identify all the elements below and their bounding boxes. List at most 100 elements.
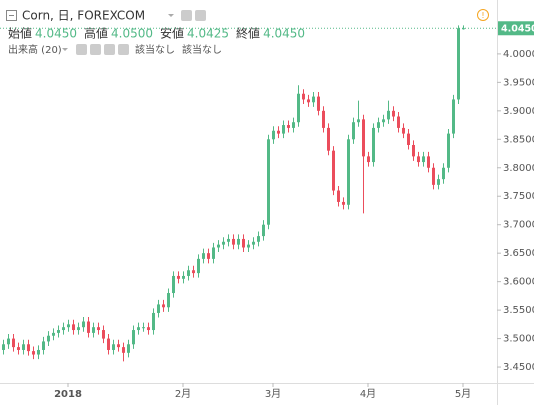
candle-body — [182, 275, 185, 279]
candle-body — [92, 327, 95, 333]
candle-body — [27, 344, 30, 352]
candle-body — [137, 327, 140, 331]
candle-body — [417, 156, 420, 163]
candle-body — [337, 190, 340, 202]
candle-body — [192, 270, 195, 274]
eye-button[interactable] — [181, 10, 192, 21]
candle-body — [102, 330, 105, 339]
x-tick-label: 3月 — [265, 388, 281, 400]
candle-body — [362, 119, 365, 157]
candle-body — [52, 332, 55, 336]
last-price-tag — [498, 21, 534, 36]
y-tick-label: 3.6500 — [503, 248, 534, 259]
volume-value: 該当なし — [135, 43, 175, 56]
candle-body — [147, 327, 150, 331]
ohlc-value: 4.0450 — [35, 27, 77, 41]
candle-body — [322, 110, 325, 128]
candle-body — [252, 241, 255, 245]
volume-value: 該当なし — [182, 43, 222, 56]
candle-body — [12, 338, 15, 348]
candle-body — [292, 122, 295, 128]
settings-button[interactable] — [90, 44, 101, 55]
candle-body — [287, 125, 290, 128]
candle-body — [197, 258, 200, 274]
candle-body — [42, 341, 45, 350]
dropdown-icon[interactable] — [168, 14, 174, 17]
candle-body — [57, 330, 60, 333]
ohlc-value: 4.0425 — [187, 27, 229, 41]
candle-body — [247, 244, 250, 248]
candle-body — [227, 238, 230, 242]
candle-body — [257, 236, 260, 242]
ohlc-label: 始値 — [8, 26, 32, 41]
x-tick-label: 2月 — [175, 388, 191, 400]
candle-body — [262, 224, 265, 237]
ohlc-value: 4.0450 — [263, 27, 305, 41]
plot — [0, 25, 497, 362]
candle-body — [217, 244, 220, 248]
warning-mark: ! — [481, 11, 484, 20]
candle-body — [212, 247, 215, 259]
candle-body — [392, 110, 395, 117]
candle-body — [112, 344, 115, 350]
candle-body — [447, 133, 450, 168]
candle-body — [62, 327, 65, 331]
y-tick-label: 3.5500 — [503, 305, 534, 316]
candle-body — [202, 253, 205, 259]
candle-body — [442, 167, 445, 180]
candle-body — [237, 238, 240, 245]
candle-body — [452, 99, 455, 134]
eye-button[interactable] — [76, 44, 87, 55]
candle-body — [207, 253, 210, 259]
candle-body — [302, 93, 305, 100]
axes: 3.4500 3.5000 3.5500 3.6000 3.6500 3.7000 3.75… — [54, 21, 534, 400]
y-tick-label: 3.8500 — [503, 134, 534, 145]
y-tick-label: 3.4500 — [503, 362, 534, 373]
candle-body — [77, 327, 80, 331]
settings-button[interactable] — [195, 10, 206, 21]
candle-body — [377, 122, 380, 128]
warning-icon[interactable] — [477, 9, 489, 21]
candle-body — [222, 241, 225, 245]
candle-body — [307, 99, 310, 103]
candle-body — [2, 344, 5, 350]
candle-body — [272, 130, 275, 140]
x-tick-label: 4月 — [360, 388, 376, 400]
candle-body — [437, 179, 440, 185]
x-tick-label: 5月 — [455, 388, 471, 400]
candle-body — [402, 127, 405, 134]
candle-body — [107, 338, 110, 350]
candle-body — [312, 96, 315, 103]
candle-body — [172, 275, 175, 294]
y-tick-label: 3.9500 — [503, 77, 534, 88]
candle-body — [382, 119, 385, 123]
close-button[interactable] — [118, 44, 129, 55]
candle-body — [407, 133, 410, 145]
candle-body — [32, 351, 35, 355]
candle-body — [357, 119, 360, 123]
candle-body — [462, 28, 465, 30]
x-tick-label: 2018 — [54, 389, 82, 400]
candle-body — [372, 127, 375, 163]
ohlc-label: 安値 — [160, 26, 184, 41]
dropdown-icon[interactable] — [62, 48, 68, 51]
ohlc-legend: 始値 4.0450 高値 4.0500 安値 4.0425 終値 4.0450 — [8, 26, 305, 41]
candle-body — [427, 156, 430, 168]
candle-body — [412, 144, 415, 157]
candle-body — [352, 122, 355, 140]
candle-body — [232, 238, 235, 245]
candle-body — [22, 344, 25, 350]
last-price-label: 4.0450 — [501, 23, 534, 34]
candle-body — [277, 130, 280, 134]
candle-body — [127, 344, 130, 353]
ohlc-label: 高値 — [84, 26, 108, 41]
candle-body — [187, 270, 190, 276]
y-tick-label: 3.6000 — [503, 277, 534, 288]
candle-body — [152, 312, 155, 331]
symbol-title: Corn, 日, FOREXCOM — [22, 9, 145, 23]
candle-body — [82, 321, 85, 328]
candle-body — [387, 110, 390, 120]
add-button[interactable] — [104, 44, 115, 55]
candle-body — [117, 344, 120, 348]
